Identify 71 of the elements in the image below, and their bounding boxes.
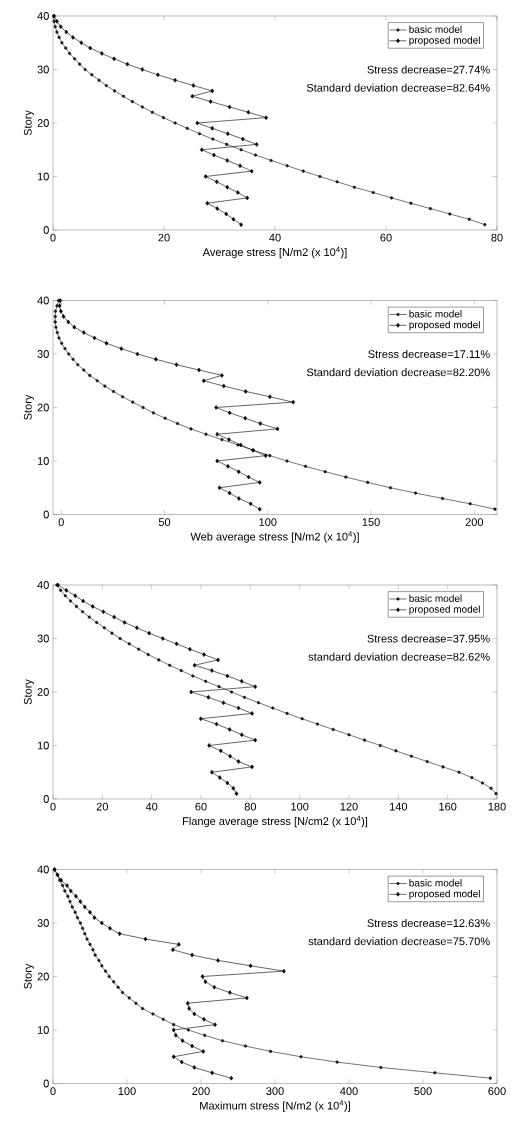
x-tick-label: 80 bbox=[244, 802, 257, 811]
y-tick-label: 30 bbox=[37, 65, 49, 74]
y-tick-label: 10 bbox=[37, 172, 49, 181]
legend-label: proposed model bbox=[409, 36, 480, 46]
x-tick-label: 20 bbox=[96, 802, 109, 811]
y-tick-label: 20 bbox=[37, 688, 49, 696]
x-axis-title: Web average stress [N/m2 (x 10$^{4}$)] bbox=[190, 531, 359, 543]
annotation: Stress decrease=27.74% bbox=[367, 65, 490, 74]
y-tick-label: 30 bbox=[37, 634, 49, 643]
legend-label: basic model bbox=[409, 879, 462, 887]
x-tick-label: 0 bbox=[50, 233, 56, 242]
x-tick-label: 160 bbox=[439, 802, 457, 811]
legend-label: basic model bbox=[409, 25, 462, 33]
y-tick-label: 20 bbox=[37, 403, 49, 412]
y-axis-title: Story bbox=[23, 679, 34, 705]
x-tick-label: 20 bbox=[158, 233, 170, 242]
legend-label: basic model bbox=[409, 594, 462, 602]
y-tick-label: 40 bbox=[37, 12, 49, 20]
annotation: Stress decrease=37.95% bbox=[367, 634, 490, 643]
x-axis-title: Maximum stress [N/m2 (x 10$^{4}$)] bbox=[200, 1100, 350, 1112]
x-tick-label: 50 bbox=[158, 518, 171, 526]
x-tick-label: 40 bbox=[269, 233, 281, 242]
legend-label: basic model bbox=[409, 310, 462, 318]
x-tick-label: 400 bbox=[340, 1087, 358, 1095]
x-tick-label: 40 bbox=[145, 802, 158, 811]
annotation: standard deviation decrease=82.62% bbox=[308, 652, 490, 661]
x-tick-label: 120 bbox=[340, 802, 358, 811]
x-tick-label: 100 bbox=[291, 802, 309, 811]
x-tick-label: 60 bbox=[195, 802, 207, 811]
x-tick-label: 80 bbox=[491, 233, 503, 242]
x-tick-label: 0 bbox=[50, 1087, 56, 1095]
y-tick-label: 10 bbox=[37, 1026, 49, 1034]
x-tick-label: 100 bbox=[118, 1087, 136, 1095]
x-tick-label: 200 bbox=[465, 518, 484, 526]
y-tick-label: 10 bbox=[37, 741, 49, 750]
y-tick-label: 20 bbox=[37, 972, 49, 981]
legend-label: proposed model bbox=[409, 605, 480, 615]
x-tick-label: 300 bbox=[266, 1087, 284, 1095]
x-tick-label: 180 bbox=[488, 802, 506, 811]
y-tick-label: 0 bbox=[43, 226, 49, 234]
x-tick-label: 140 bbox=[390, 802, 408, 811]
x-tick-label: 500 bbox=[414, 1087, 432, 1095]
x-tick-label: 600 bbox=[488, 1087, 506, 1095]
annotation: Standard deviation decrease=82.20% bbox=[306, 368, 490, 377]
y-tick-label: 40 bbox=[37, 581, 49, 589]
y-tick-label: 40 bbox=[37, 865, 49, 874]
x-tick-label: 200 bbox=[192, 1087, 210, 1095]
y-axis-title: Story bbox=[23, 963, 34, 989]
annotation: Stress decrease=12.63% bbox=[367, 918, 490, 927]
y-tick-label: 20 bbox=[37, 119, 49, 127]
y-axis-title: Story bbox=[23, 394, 34, 420]
annotation: standard deviation decrease=75.70% bbox=[308, 937, 490, 946]
x-tick-label: 0 bbox=[50, 802, 56, 811]
annotation: Standard deviation decrease=82.64% bbox=[306, 83, 490, 92]
x-tick-label: 0 bbox=[58, 518, 64, 526]
y-tick-label: 30 bbox=[37, 350, 49, 358]
y-axis-title: Story bbox=[23, 110, 34, 136]
x-tick-label: 100 bbox=[259, 518, 277, 526]
y-tick-label: 40 bbox=[37, 296, 49, 305]
y-tick-label: 0 bbox=[43, 1079, 49, 1088]
annotation: Stress decrease=17.11% bbox=[368, 349, 490, 358]
x-axis-title: Average stress [N/m2 (x 10$^{4}$)] bbox=[202, 246, 347, 259]
y-tick-label: 0 bbox=[43, 795, 49, 803]
legend-label: proposed model bbox=[409, 889, 480, 900]
x-tick-label: 150 bbox=[362, 518, 380, 526]
legend-label: proposed model bbox=[409, 320, 480, 331]
y-tick-label: 30 bbox=[37, 919, 49, 927]
x-tick-label: 60 bbox=[380, 233, 392, 242]
y-tick-label: 0 bbox=[43, 510, 49, 519]
x-axis-title: Flange average stress [N/cm2 (x 10$^{4}$)] bbox=[183, 815, 368, 828]
y-tick-label: 10 bbox=[37, 457, 49, 465]
